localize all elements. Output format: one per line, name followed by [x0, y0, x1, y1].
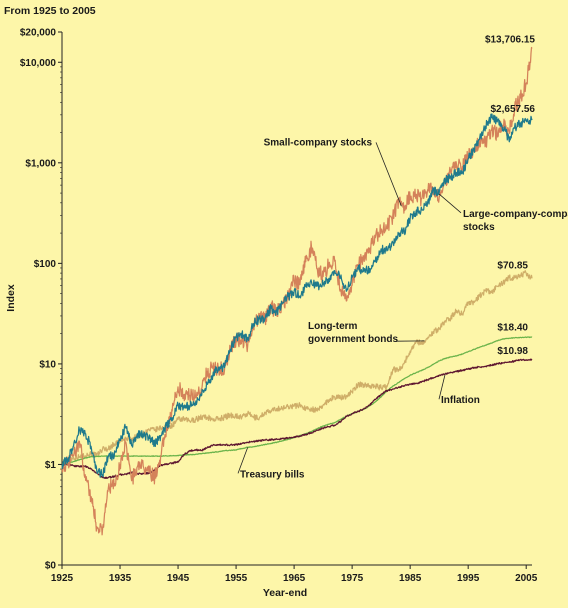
series-line-inflation — [62, 359, 532, 478]
x-tick-label: 1975 — [341, 573, 364, 584]
x-tick-label: 2005 — [515, 573, 538, 584]
x-tick-label: 1955 — [225, 573, 248, 584]
y-tick-label: $1,000 — [25, 158, 56, 169]
x-tick-label: 1965 — [283, 573, 306, 584]
x-tick-label: 1985 — [399, 573, 422, 584]
label-bonds-line1: Long-term — [308, 321, 358, 332]
y-tick-label: $100 — [34, 259, 57, 270]
x-tick-label: 1925 — [51, 573, 74, 584]
y-tick-label: $10,000 — [20, 58, 57, 69]
series-layer — [62, 48, 532, 535]
y-tick-label: $10 — [39, 359, 56, 370]
label-large-company-line1: Large-company-company — [463, 209, 568, 220]
end-label-large: $2,657.56 — [491, 104, 536, 115]
chart-subtitle: From 1925 to 2005 — [4, 5, 96, 17]
label-large-company-line2: stocks — [463, 222, 495, 233]
y-tick-label: $1 — [45, 460, 57, 471]
x-tick-label: 1995 — [457, 573, 480, 584]
y-axis-label: Index — [5, 284, 17, 312]
x-tick-label: 1935 — [109, 573, 132, 584]
end-label-bonds: $70.85 — [497, 260, 528, 271]
series-line-small — [62, 48, 532, 535]
y-tick-label: $20,000 — [20, 28, 57, 39]
end-label-inflation: $10.98 — [497, 346, 528, 357]
y-tick-label: $0 — [45, 561, 57, 572]
series-line-bonds — [62, 271, 532, 467]
label-bonds-line2: government bonds — [308, 334, 398, 345]
label-inflation: Inflation — [441, 395, 480, 406]
x-axis-label: Year-end — [263, 587, 307, 599]
leader-large — [439, 194, 461, 213]
label-treasury-bills: Treasury bills — [240, 469, 305, 480]
label-small-company-stocks: Small-company stocks — [264, 137, 373, 148]
leader-small — [376, 142, 401, 206]
end-label-small: $13,706.15 — [485, 35, 535, 46]
x-tick-label: 1945 — [167, 573, 190, 584]
end-label-tbills: $18.40 — [497, 322, 528, 333]
